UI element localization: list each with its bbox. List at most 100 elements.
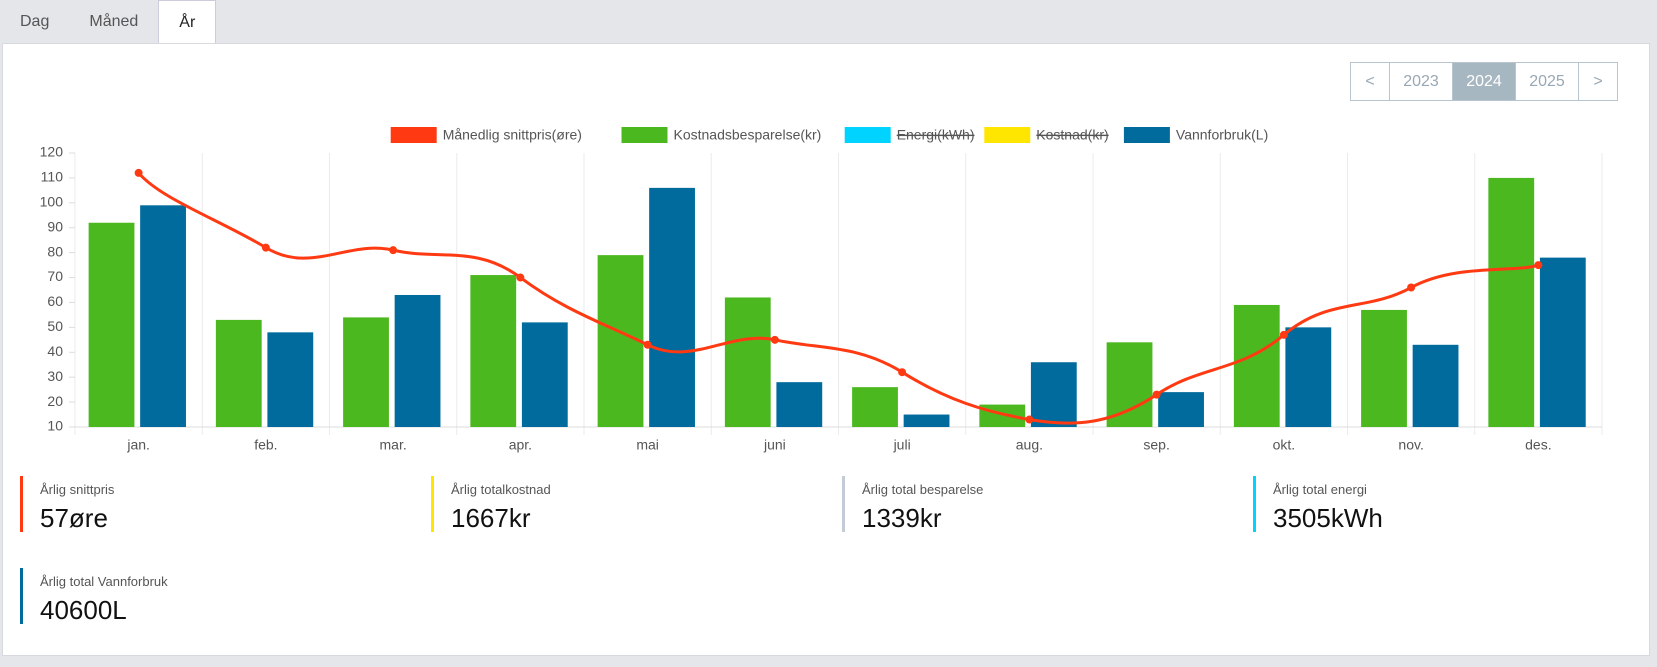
panel: <2023 2024 2025 > Månedlig snittpris(øre) Ko…: [2, 43, 1650, 656]
pager-next[interactable]: >: [1578, 63, 1617, 100]
legend-label[interactable]: Månedlig snittpris(øre): [443, 127, 582, 143]
stat: Årlig total Vannforbruk 40600L: [20, 568, 168, 625]
line-point[interactable]: [1407, 283, 1416, 292]
bar[interactable]: [724, 297, 771, 427]
bar[interactable]: [1030, 362, 1077, 427]
bar[interactable]: [776, 382, 823, 427]
x-tick-label: feb.: [254, 437, 277, 453]
stat: Årlig snittpris 57øre: [20, 476, 115, 533]
bar[interactable]: [979, 404, 1026, 427]
bar[interactable]: [1361, 309, 1407, 427]
stat-color-bar: [20, 476, 23, 532]
bar[interactable]: [1233, 304, 1280, 427]
tab[interactable]: Måned: [89, 13, 139, 30]
bar[interactable]: [140, 205, 186, 427]
chart: Månedlig snittpris(øre) Kostnadsbesparels…: [40, 127, 1603, 453]
pager-year[interactable]: 2025: [1515, 63, 1578, 100]
legend-swatch[interactable]: [1123, 127, 1170, 143]
stat-label: Årlig total besparelse: [862, 482, 984, 497]
tab[interactable]: År: [158, 0, 217, 44]
bar[interactable]: [1285, 327, 1332, 427]
stat: Årlig total besparelse 1339kr: [842, 476, 984, 533]
bar[interactable]: [597, 255, 644, 427]
x-tick-label: juli: [893, 437, 911, 453]
line-point[interactable]: [770, 335, 779, 344]
y-tick-label: 20: [47, 393, 63, 409]
stat-label: Årlig snittpris: [40, 482, 115, 497]
legend-swatch[interactable]: [984, 127, 1031, 143]
x-tick-label: juni: [763, 437, 786, 453]
bar[interactable]: [394, 294, 441, 427]
line-point[interactable]: [1025, 415, 1034, 424]
stat-value: 3505kWh: [1273, 503, 1383, 533]
x-tick-label: apr.: [509, 437, 532, 453]
stat-value: 57øre: [40, 503, 108, 533]
y-tick-label: 60: [47, 293, 63, 309]
stat-label: Årlig totalkostnad: [451, 482, 551, 497]
stat-label: Årlig total Vannforbruk: [40, 574, 168, 589]
y-tick-label: 70: [47, 268, 63, 284]
line-point[interactable]: [1279, 330, 1288, 339]
line-point[interactable]: [389, 246, 398, 255]
line: [137, 171, 1539, 425]
legend-swatch[interactable]: [621, 127, 668, 143]
stat-color-bar: [20, 568, 23, 624]
line-point[interactable]: [898, 368, 907, 377]
y-tick-label: 110: [41, 169, 64, 185]
legend-label[interactable]: Energi(kWh): [897, 127, 975, 143]
x-tick-label: sep.: [1143, 437, 1169, 453]
x-tick-label: jan.: [126, 437, 150, 453]
stat-value: 40600L: [40, 595, 127, 625]
pager-prev[interactable]: <: [1365, 73, 1375, 90]
line-point[interactable]: [643, 340, 652, 349]
x-tick-label: okt.: [1273, 437, 1296, 453]
bar[interactable]: [903, 414, 950, 427]
legend-swatch[interactable]: [844, 127, 891, 143]
legend-label[interactable]: Kostnadsbesparelse(kr): [674, 127, 822, 143]
pager-year[interactable]: 2023: [1389, 63, 1452, 100]
y-tick-label: 30: [47, 368, 63, 384]
bar[interactable]: [1106, 342, 1153, 427]
legend-swatch[interactable]: [390, 127, 437, 143]
y-tick-label: 40: [47, 343, 63, 359]
bar[interactable]: [1488, 177, 1535, 427]
x-tick-label: mai: [636, 437, 659, 453]
bar[interactable]: [649, 187, 695, 427]
stat-color-bar: [431, 476, 434, 532]
line-point[interactable]: [1152, 390, 1161, 399]
stat-color-bar: [842, 476, 845, 532]
pager: <2023 2024 2025 >: [1350, 62, 1618, 101]
bar[interactable]: [1539, 257, 1586, 427]
bar[interactable]: [1412, 344, 1459, 427]
bar[interactable]: [267, 332, 314, 427]
y-tick-label: 10: [47, 418, 63, 434]
line-point[interactable]: [1534, 261, 1543, 270]
stat-label: Årlig total energi: [1273, 482, 1367, 497]
stat-value: 1667kr: [451, 503, 531, 533]
bar[interactable]: [343, 317, 389, 427]
tabs: Dag Måned År: [0, 0, 217, 44]
bar[interactable]: [215, 319, 262, 427]
legend-label[interactable]: Vannforbruk(L): [1176, 127, 1268, 143]
bar[interactable]: [470, 275, 517, 427]
x-tick-label: nov.: [1398, 437, 1423, 453]
x-tick-label: aug.: [1016, 437, 1043, 453]
tab[interactable]: Dag: [20, 13, 50, 30]
y-tick-label: 50: [47, 318, 63, 334]
line-point[interactable]: [261, 243, 270, 252]
y-tick-label: 80: [47, 243, 63, 259]
pager-year[interactable]: 2024: [1452, 63, 1515, 100]
bar[interactable]: [521, 322, 568, 427]
legend-label[interactable]: Kostnad(kr): [1036, 127, 1108, 143]
line-point[interactable]: [516, 273, 525, 282]
y-tick-label: 120: [40, 144, 64, 160]
stat-color-bar: [1253, 476, 1256, 532]
stat: Årlig total energi 3505kWh: [1253, 476, 1383, 533]
bar[interactable]: [1158, 392, 1204, 427]
x-tick-label: mar.: [380, 437, 407, 453]
stat: Årlig totalkostnad 1667kr: [431, 476, 551, 533]
line-point[interactable]: [134, 168, 143, 177]
bar[interactable]: [852, 387, 898, 427]
bar[interactable]: [88, 222, 135, 427]
